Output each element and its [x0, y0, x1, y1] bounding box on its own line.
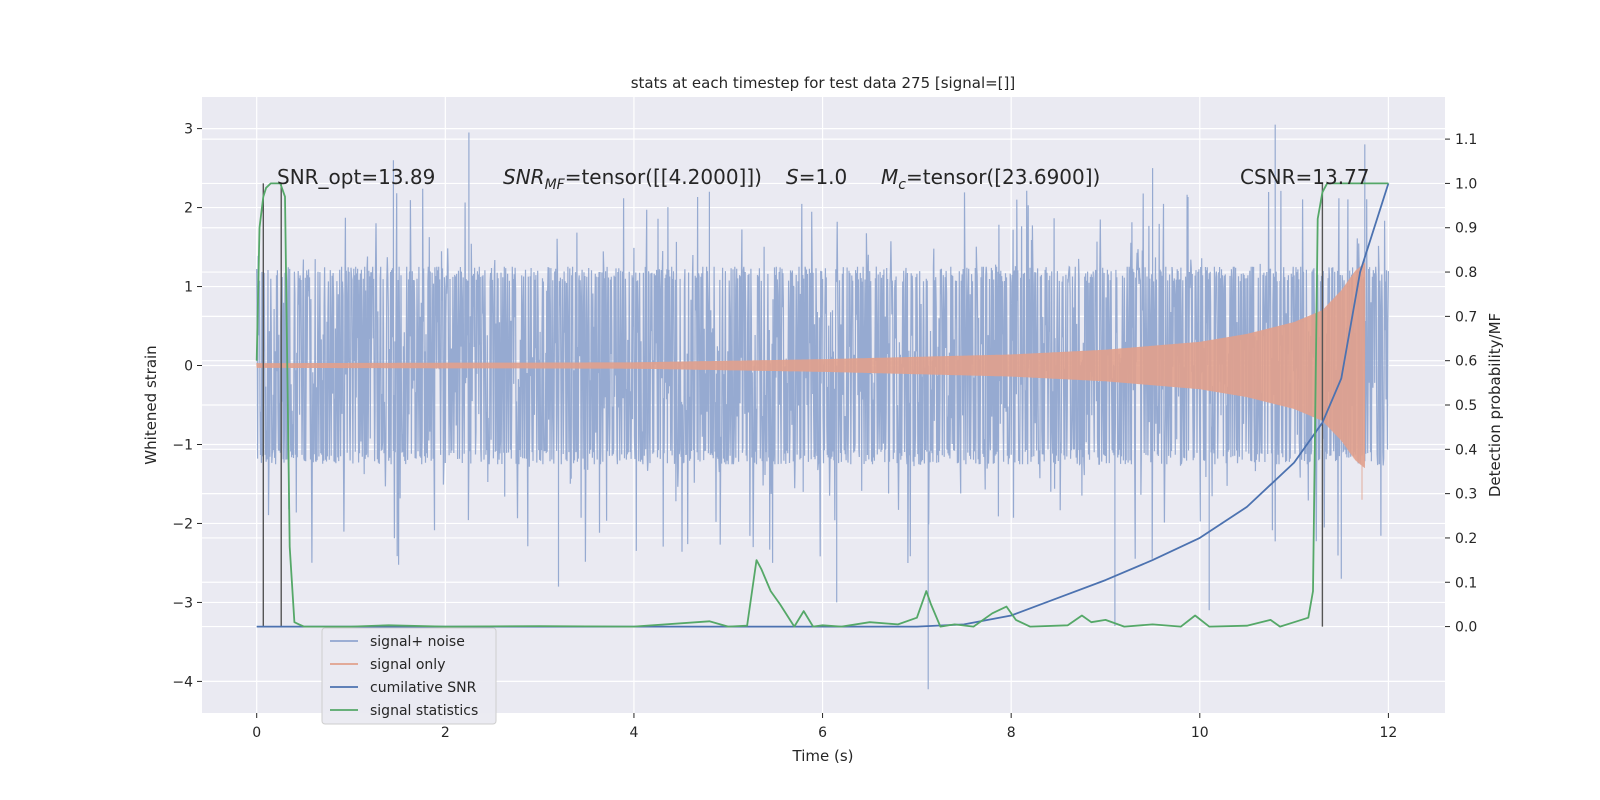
- s-value: =1.0: [799, 165, 848, 189]
- x-tick-label-2: 4: [629, 725, 638, 741]
- y-tick-label-0: −4: [172, 674, 193, 690]
- y2-tick-label-0: 0.0: [1455, 620, 1477, 636]
- annotation-snr-opt: SNR_opt=13.89: [277, 165, 435, 189]
- snr-mf-base: SNR: [503, 165, 545, 189]
- y-tick-label-7: 3: [184, 122, 193, 138]
- series-signal-statistics: [255, 182, 1389, 628]
- x-tick-label-5: 10: [1191, 725, 1209, 741]
- x-tick-label-6: 12: [1380, 725, 1398, 741]
- y2-tick-label-9: 0.9: [1455, 221, 1477, 237]
- signal-series: [256, 262, 1366, 500]
- series-cumulative-snr: [256, 183, 1390, 628]
- x-tick-label-3: 6: [818, 725, 827, 741]
- y-axis-label: Whitened strain: [142, 345, 160, 464]
- y2-tick-label-7: 0.7: [1455, 309, 1477, 325]
- annotation-mc: Mc=tensor([23.6900]): [881, 165, 1100, 193]
- ticks: 0 2 4 6 8 10 12−4−3−2−101230.00.10.20.30.40.50…: [172, 122, 1477, 741]
- legend-box: [321, 627, 497, 725]
- legend: signal+ noise signal only cumilative SNR…: [321, 627, 497, 725]
- y-tick-label-4: 0: [184, 359, 193, 375]
- y2-tick-label-2: 0.2: [1455, 531, 1477, 547]
- y2-axis-label: Detection probability/MF: [1486, 313, 1504, 497]
- chart-title: stats at each timestep for test data 275…: [631, 74, 1016, 92]
- mc-base: M: [881, 165, 898, 189]
- snr-mf-rest: =tensor([[4.2000]]): [565, 165, 762, 189]
- s-label: S: [786, 165, 799, 189]
- noise-series: [256, 124, 1389, 690]
- mc-sub: c: [898, 177, 906, 193]
- x-tick-label-4: 8: [1007, 725, 1016, 741]
- series-signal-noise: [256, 124, 1389, 690]
- y2-tick-label-6: 0.6: [1455, 354, 1477, 370]
- annotation-snr-mf: SNRMF=tensor([[4.2000]]): [503, 165, 762, 193]
- x-tick-label-0: 0: [252, 725, 261, 741]
- y-tick-label-1: −3: [172, 595, 193, 611]
- legend-label-csnr: cumilative SNR: [370, 680, 477, 696]
- right-axis-series: [255, 182, 1390, 628]
- y-tick-label-3: −1: [172, 437, 193, 453]
- x-tick-label-1: 2: [441, 725, 450, 741]
- y2-tick-label-4: 0.4: [1455, 442, 1477, 458]
- legend-label-signal: signal only: [370, 657, 445, 673]
- snr-mf-sub: MF: [545, 177, 566, 193]
- legend-label-stats: signal statistics: [370, 703, 478, 719]
- y-tick-label-6: 2: [184, 201, 193, 217]
- y-tick-label-5: 1: [184, 280, 193, 296]
- x-axis-label: Time (s): [792, 747, 854, 765]
- y2-tick-label-3: 0.3: [1455, 487, 1477, 503]
- y2-tick-label-10: 1.0: [1455, 176, 1477, 192]
- legend-label-noise: signal+ noise: [370, 634, 465, 650]
- series-signal-only: [256, 262, 1366, 500]
- vertical-markers: [262, 183, 1324, 627]
- y2-tick-label-11: 1.1: [1455, 132, 1477, 148]
- y2-tick-label-1: 0.1: [1455, 575, 1477, 591]
- annotation-s: S=1.0: [786, 165, 847, 189]
- mc-rest: =tensor([23.6900]): [906, 165, 1100, 189]
- y2-tick-label-5: 0.5: [1455, 398, 1477, 414]
- annotation-csnr: CSNR=13.77: [1240, 165, 1370, 189]
- y2-tick-label-8: 0.8: [1455, 265, 1477, 281]
- y-tick-label-2: −2: [172, 516, 193, 532]
